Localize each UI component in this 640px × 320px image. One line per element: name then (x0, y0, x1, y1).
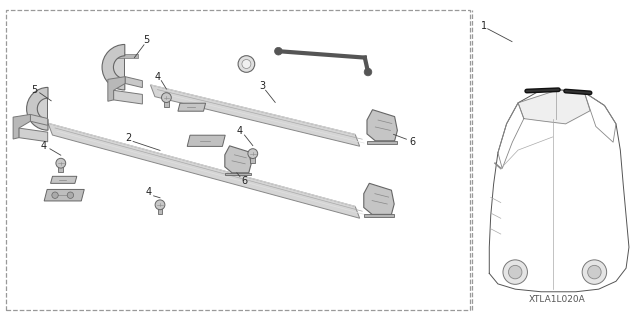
Polygon shape (13, 114, 31, 139)
Polygon shape (150, 85, 360, 146)
Polygon shape (164, 98, 169, 107)
Text: XTLA1L020A: XTLA1L020A (529, 295, 585, 304)
Polygon shape (31, 114, 48, 125)
Polygon shape (36, 95, 47, 123)
Circle shape (508, 265, 522, 279)
Polygon shape (225, 146, 251, 173)
Text: 6: 6 (241, 176, 248, 186)
Circle shape (238, 56, 255, 72)
Text: 2: 2 (125, 132, 131, 143)
Polygon shape (114, 90, 143, 104)
Polygon shape (19, 128, 48, 142)
Circle shape (275, 47, 282, 55)
Polygon shape (250, 154, 255, 163)
Circle shape (56, 158, 66, 168)
Circle shape (364, 68, 372, 76)
Text: 4: 4 (145, 187, 152, 197)
Wedge shape (27, 87, 48, 130)
Polygon shape (364, 214, 394, 217)
Polygon shape (178, 103, 205, 111)
Text: 5: 5 (143, 35, 149, 45)
Text: 4: 4 (40, 140, 47, 151)
Text: 4: 4 (155, 72, 161, 82)
Text: 1: 1 (481, 20, 488, 31)
Wedge shape (102, 44, 125, 90)
Text: 6: 6 (410, 137, 416, 148)
Polygon shape (113, 52, 124, 82)
Circle shape (588, 265, 601, 279)
Circle shape (67, 192, 74, 198)
Polygon shape (188, 135, 225, 147)
Circle shape (52, 192, 58, 198)
Circle shape (582, 260, 607, 284)
Circle shape (248, 149, 258, 158)
Polygon shape (364, 183, 394, 214)
Circle shape (155, 200, 165, 210)
Polygon shape (125, 77, 143, 88)
Polygon shape (367, 110, 397, 141)
Polygon shape (367, 141, 397, 144)
Bar (6, 10, 470, 310)
Polygon shape (48, 123, 360, 218)
Text: 4: 4 (237, 126, 243, 136)
Polygon shape (44, 189, 84, 201)
Circle shape (242, 60, 251, 68)
Polygon shape (157, 205, 163, 214)
Polygon shape (115, 54, 138, 58)
Circle shape (161, 93, 172, 102)
Text: 3: 3 (259, 81, 266, 92)
Polygon shape (108, 77, 125, 101)
Text: 5: 5 (31, 84, 38, 95)
Polygon shape (225, 173, 251, 175)
Polygon shape (518, 90, 590, 124)
Polygon shape (58, 163, 63, 172)
Circle shape (503, 260, 527, 284)
Polygon shape (51, 176, 77, 183)
